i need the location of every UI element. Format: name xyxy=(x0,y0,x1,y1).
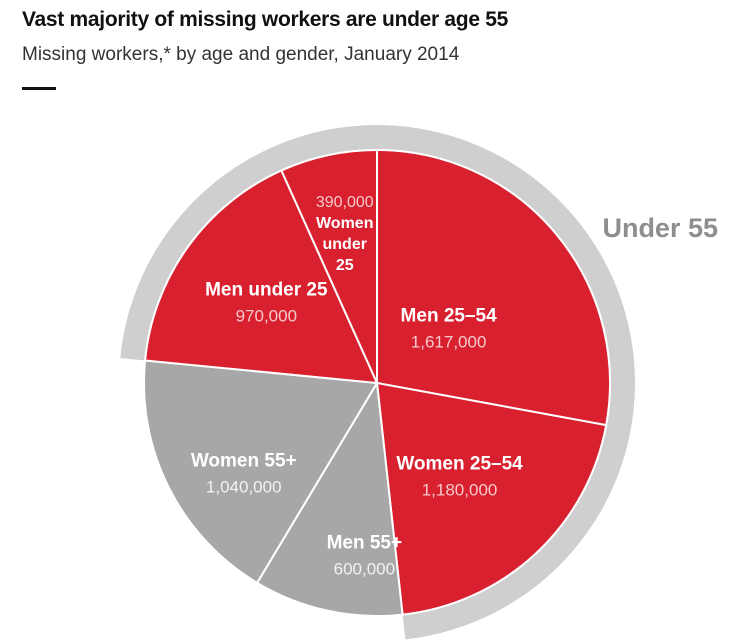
pie-slice xyxy=(376,148,611,427)
slice-value-label: 1,180,000 xyxy=(422,481,498,500)
label-layer: Men 25–54 1,617,000 Women 25–54 1,180,000 Me… xyxy=(191,194,523,578)
slice-value-label: 1,040,000 xyxy=(206,478,282,497)
slice-value-label: 600,000 xyxy=(334,559,395,578)
slice-name-label: Men 55+ xyxy=(327,532,403,553)
title-rule xyxy=(22,87,56,90)
chart-title: Vast majority of missing workers are und… xyxy=(22,8,508,31)
pie-slice xyxy=(143,169,379,385)
chart-subtitle: Missing workers,* by age and gender, Jan… xyxy=(22,44,460,65)
slice-name-label: 25 xyxy=(336,257,354,274)
slice-value-label: 1,617,000 xyxy=(411,332,487,351)
pie-slice xyxy=(375,381,608,616)
slice-name-label: Men under 25 xyxy=(205,280,328,301)
pie-slice xyxy=(255,379,404,617)
slice-value-label: 970,000 xyxy=(236,307,297,326)
slice-name-label: Women 25–54 xyxy=(396,454,523,475)
slice-layer xyxy=(143,148,611,617)
slice-name-label: Women 55+ xyxy=(191,451,297,472)
slice-name-label: Women xyxy=(316,215,373,232)
outer-ring-label: Under 55 xyxy=(602,213,718,243)
slice-name-label: Men 25–54 xyxy=(401,305,498,326)
pie-slice xyxy=(280,148,378,384)
slice-value-label: 390,000 xyxy=(316,194,374,211)
slice-name-label: under xyxy=(323,236,367,253)
pie-slice xyxy=(143,359,379,585)
